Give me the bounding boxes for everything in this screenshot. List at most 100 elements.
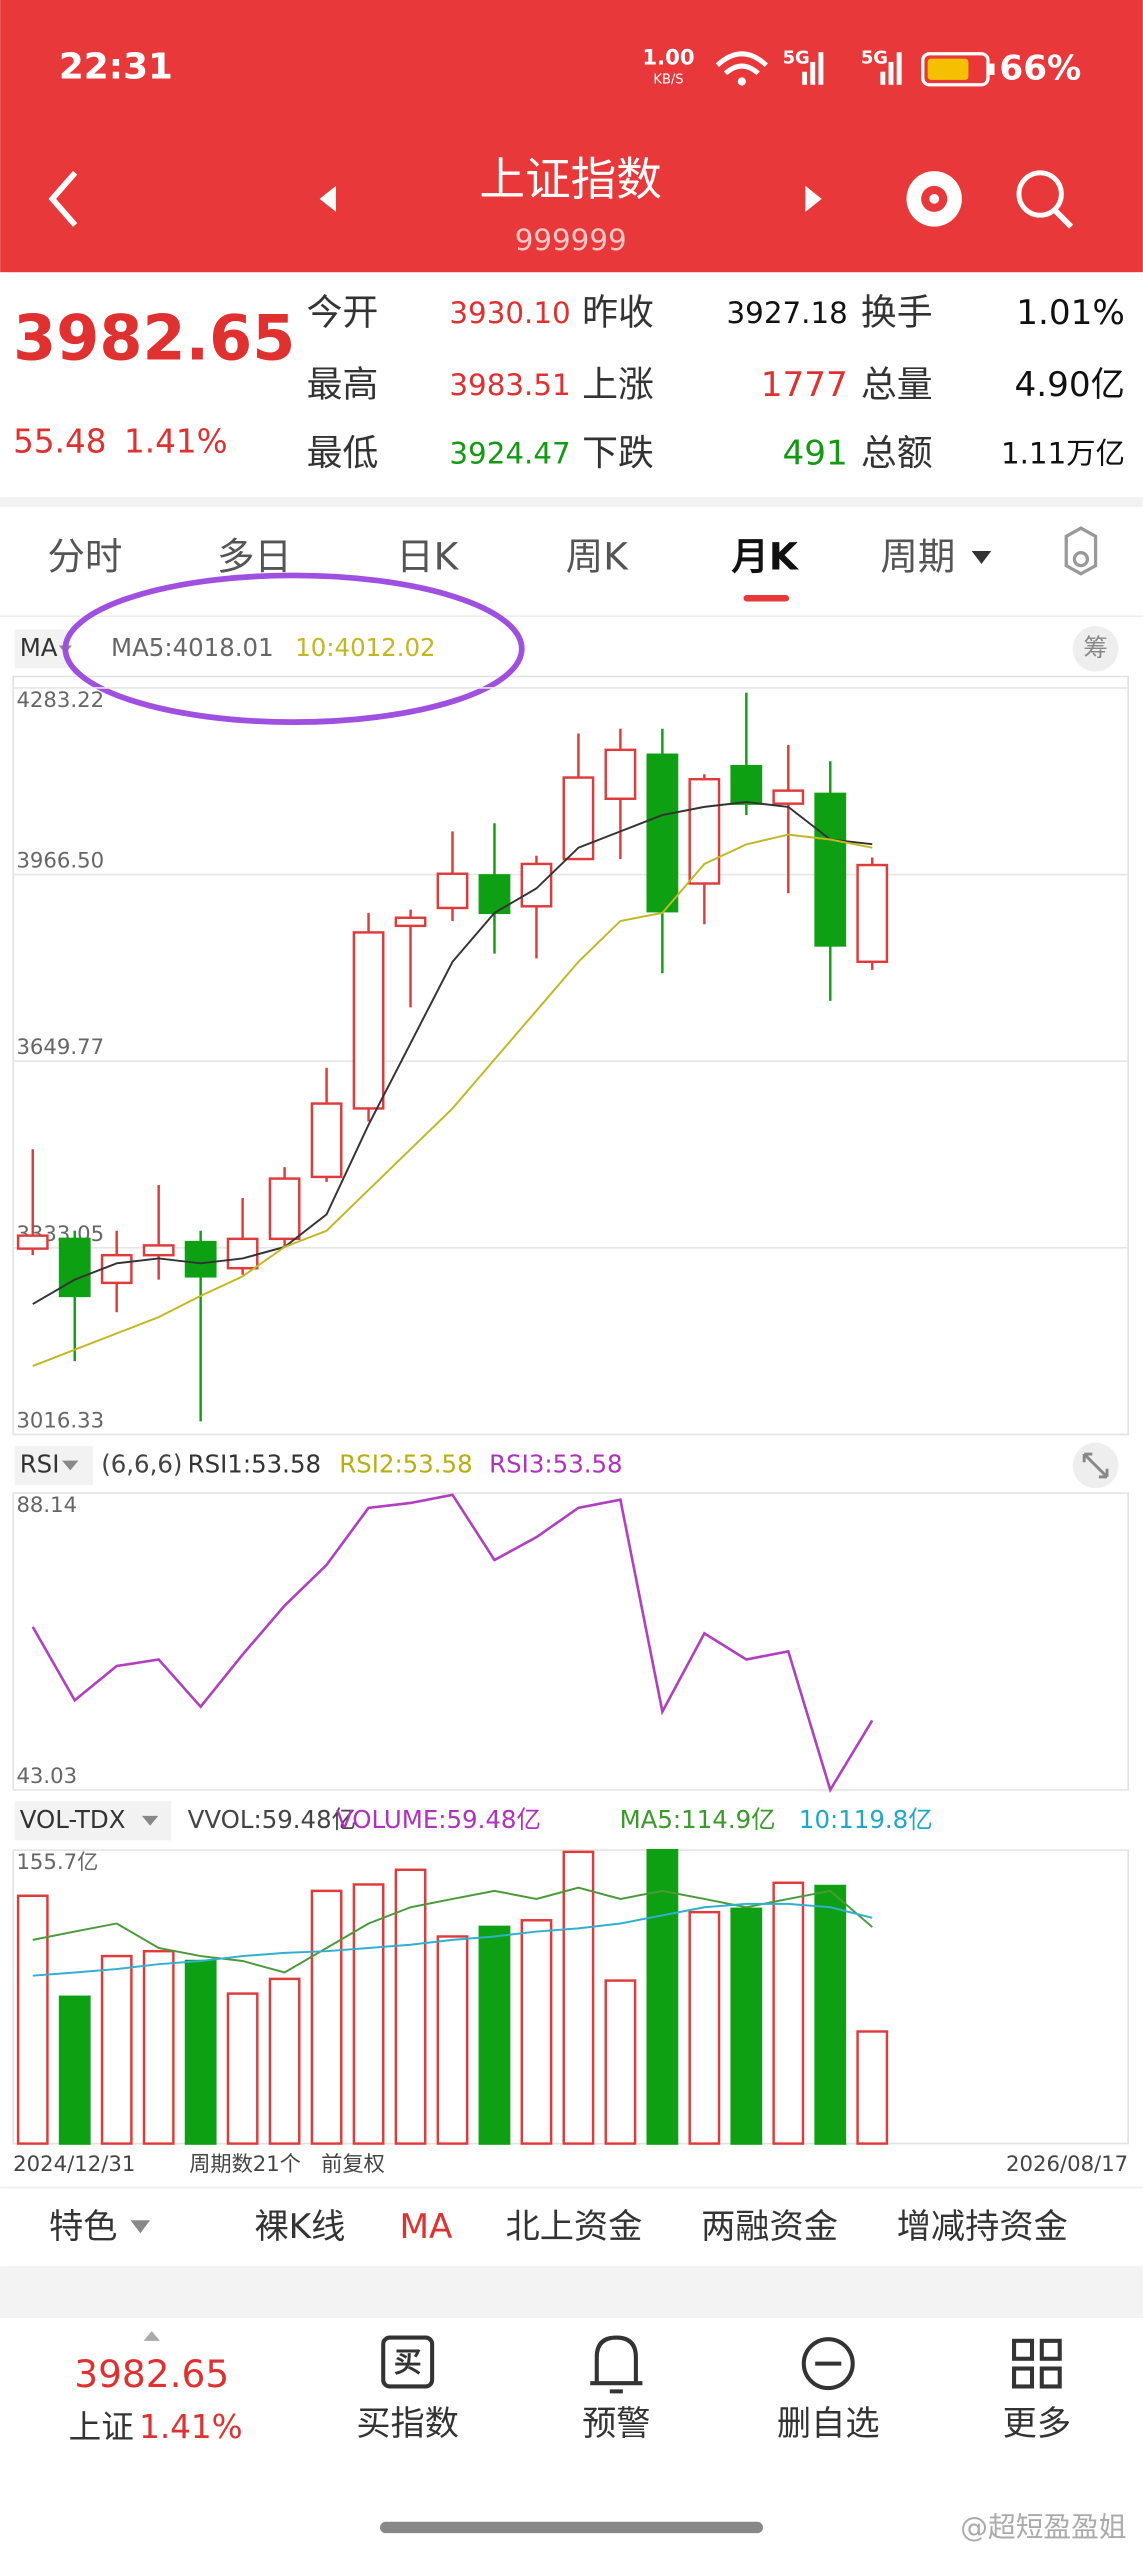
back-button[interactable] <box>48 170 78 227</box>
settings-button[interactable] <box>1072 550 1090 568</box>
field-value: 1.11万亿 <box>1001 436 1125 470</box>
rsi-label: RSI3:53.58 <box>489 1449 622 1478</box>
indicator-button-label: VOL-TDX <box>20 1805 126 1834</box>
field-label: 上涨 <box>582 364 654 405</box>
feature-tab[interactable]: 特色 <box>49 2207 117 2247</box>
network-type: 5G <box>861 48 888 69</box>
nav-name: 上证 <box>69 2408 134 2446</box>
field-value: 3924.47 <box>449 436 570 470</box>
status-time: 22:31 <box>59 46 173 87</box>
volume-bar <box>562 1850 595 2145</box>
volume-bar <box>268 1977 301 2145</box>
nav-item[interactable]: 删自选 <box>777 2404 880 2444</box>
indicator-button[interactable] <box>14 629 69 669</box>
y-tick-label: 3649.77 <box>16 1034 104 1059</box>
period-tab[interactable]: 日K <box>396 535 459 579</box>
volume-bar <box>58 1995 91 2145</box>
buy-icon-label: 买 <box>394 2346 422 2379</box>
nav-item[interactable]: 预警 <box>582 2404 650 2444</box>
indicator-button-label: RSI <box>20 1449 60 1478</box>
candle-body <box>142 1244 175 1257</box>
net-speed: 1.00 <box>642 45 694 70</box>
candle-body <box>520 862 553 908</box>
field-value: 3927.18 <box>727 296 848 330</box>
buy-icon[interactable] <box>381 2335 435 2389</box>
mascot-icon[interactable] <box>906 171 962 227</box>
rsi-pane <box>12 1492 1129 1791</box>
ma10-label: 10:4012.02 <box>295 633 435 662</box>
candle-body <box>772 789 805 805</box>
indicator-line <box>32 801 873 1305</box>
dropdown-arrow <box>971 550 992 565</box>
y-tick-label: 155.7亿 <box>16 1849 98 1874</box>
last-price: 3982.65 <box>13 302 295 374</box>
home-indicator <box>379 2521 764 2534</box>
chart-footer: 前复权 <box>321 2151 385 2176</box>
volume-bar <box>478 1925 511 2145</box>
indicator-button[interactable] <box>14 1445 94 1486</box>
annotation-circle <box>62 572 525 725</box>
field-value: 1777 <box>761 365 848 405</box>
y-tick-label: 88.14 <box>16 1492 77 1517</box>
vol-label: VVOL:59.48亿 <box>188 1805 357 1834</box>
alert-icon[interactable] <box>590 2335 643 2394</box>
chip-button[interactable] <box>1072 625 1119 672</box>
feature-tab[interactable]: 北上资金 <box>505 2207 642 2247</box>
period-tab[interactable]: 周K <box>566 535 629 579</box>
nav-item[interactable]: 更多 <box>1003 2404 1071 2444</box>
y-tick-label: 43.03 <box>16 1763 77 1788</box>
feature-tab[interactable]: 裸K线 <box>254 2207 345 2247</box>
y-tick-label: 4283.22 <box>16 687 104 712</box>
field-label: 最低 <box>307 433 379 474</box>
remove-icon[interactable] <box>801 2337 855 2391</box>
field-label: 今开 <box>307 293 379 334</box>
rsi-params: (6,6,6) <box>101 1449 182 1478</box>
period-tab[interactable]: 分时 <box>47 535 122 579</box>
price-change: 55.48 <box>13 422 106 460</box>
volume-bar <box>856 2030 889 2145</box>
candle-body <box>394 916 427 928</box>
candle-body <box>436 872 469 910</box>
watermark: @超短盈盈姐 <box>960 2510 1126 2543</box>
nav-item[interactable]: 买指数 <box>356 2404 459 2444</box>
field-value: 3930.10 <box>449 296 570 330</box>
field-label: 昨收 <box>582 293 654 334</box>
feature-tab[interactable]: 增减持资金 <box>897 2207 1068 2247</box>
period-tab[interactable]: 周期 <box>880 535 955 579</box>
chart-footer: 周期数21个 <box>189 2151 301 2176</box>
feature-tab[interactable]: MA <box>400 2207 454 2247</box>
volume-bar <box>772 1881 805 2145</box>
volume-bar <box>646 1848 679 2145</box>
header-bg <box>0 0 1143 273</box>
candle-body <box>604 748 637 800</box>
feature-tab[interactable]: 两融资金 <box>701 2207 838 2247</box>
settings-button[interactable] <box>1064 526 1098 576</box>
candle-body <box>856 863 889 963</box>
chart-footer: 2024/12/31 <box>13 2151 135 2176</box>
indicator-line <box>32 833 873 1367</box>
volume-bar <box>142 1949 175 2145</box>
period-tab[interactable]: 多日 <box>217 535 292 579</box>
volume-bar <box>604 1979 637 2145</box>
volume-bar <box>436 1935 469 2145</box>
candle-body <box>184 1240 217 1278</box>
expand-icon <box>1082 1452 1109 1479</box>
volume-bar <box>688 1910 721 2145</box>
ma5-label: MA5:4018.01 <box>111 633 274 662</box>
volume-bar <box>226 1992 259 2145</box>
expand-arrow <box>143 2331 160 2341</box>
page-title: 上证指数 <box>479 153 661 206</box>
field-label: 最高 <box>307 364 379 405</box>
more-icon[interactable] <box>1012 2338 1062 2389</box>
next-button[interactable] <box>805 185 822 212</box>
volume-bar <box>16 1894 49 2145</box>
separator <box>0 497 1143 507</box>
volume-bar <box>100 1954 133 2145</box>
period-tab[interactable]: 月K <box>731 535 799 579</box>
prev-button[interactable] <box>319 185 336 212</box>
rsi-label: RSI1:53.58 <box>188 1449 321 1478</box>
search-button[interactable] <box>1016 170 1074 229</box>
wifi-icon <box>737 77 746 86</box>
indicator-button[interactable] <box>14 1801 172 1841</box>
